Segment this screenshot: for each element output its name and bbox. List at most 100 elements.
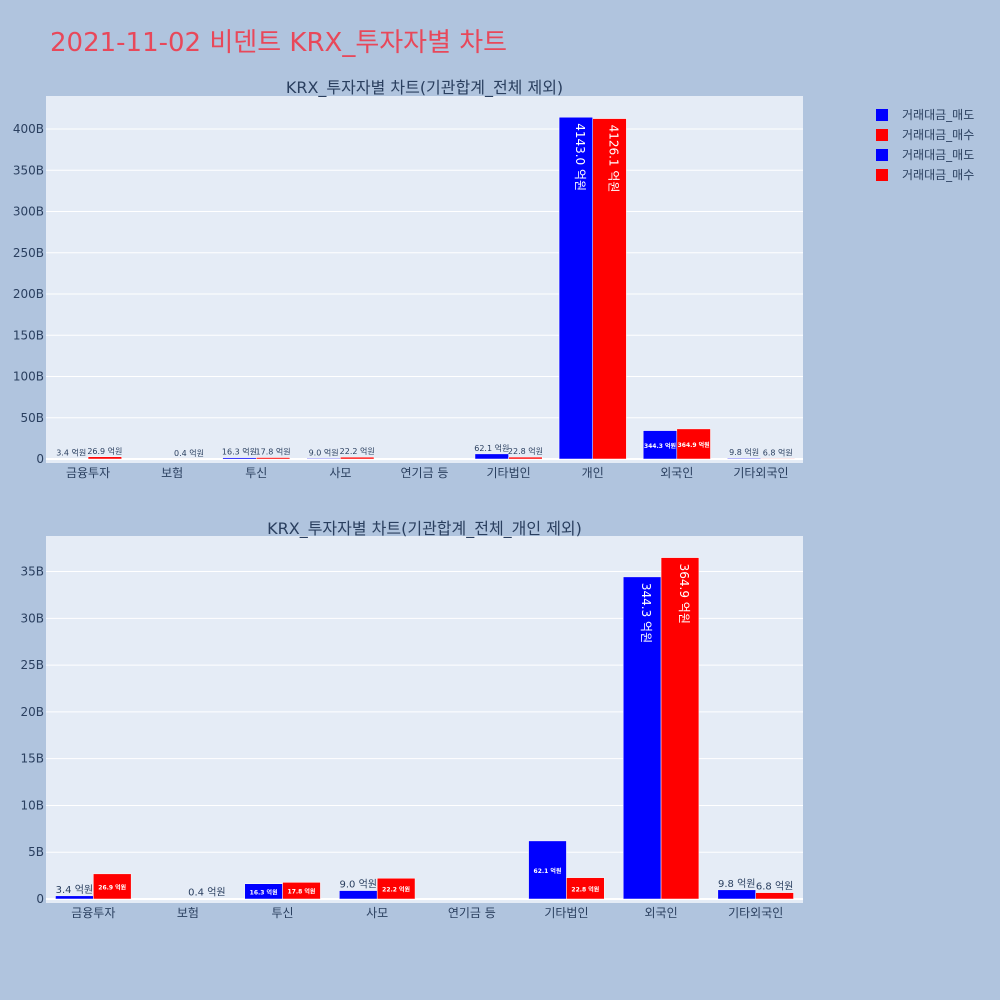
data-label: 4143.0 억원	[573, 123, 587, 191]
bar-sell	[55, 895, 94, 900]
chart-panel-2: 0 5B 10B 15B 20B 25B 30B 35B KRX_투자자별 차트(기관합계_전체…	[20, 519, 803, 920]
data-label: 9.0 억원	[340, 879, 377, 891]
chart-title: KRX_투자자별 차트(기관합계_전체 제외)	[286, 78, 563, 98]
data-label: 16.3 억원	[250, 888, 278, 896]
y-tick-label: 250B	[13, 246, 44, 260]
y-tick-label: 15B	[20, 752, 44, 766]
x-tick-label: 사모	[329, 466, 351, 480]
bar-buy	[93, 873, 132, 900]
x-tick-label: 보험	[177, 906, 199, 920]
data-label: 6.8 억원	[763, 447, 793, 457]
data-label: 62.1 억원	[534, 867, 562, 875]
legend-swatch[interactable]	[876, 169, 888, 181]
x-tick-label: 투신	[272, 906, 294, 920]
y-tick-label: 25B	[20, 658, 44, 672]
x-tick-label: 연기금 등	[448, 906, 496, 920]
bar-buy	[282, 882, 321, 900]
y-tick-label: 100B	[13, 370, 44, 384]
bar-sell	[339, 890, 378, 900]
data-label: 6.8 억원	[756, 881, 793, 893]
legend-swatch[interactable]	[876, 109, 888, 121]
y-tick-label: 0	[36, 452, 44, 466]
y-tick-label: 150B	[13, 328, 44, 342]
y-tick-label: 50B	[20, 411, 44, 425]
x-tick-label: 금융투자	[71, 906, 115, 920]
bar-buy	[87, 456, 122, 460]
page-title: 2021-11-02 비덴트 KRX_투자자별 차트	[50, 28, 508, 58]
data-label: 22.2 억원	[382, 886, 410, 894]
data-label: 16.3 억원	[222, 447, 257, 457]
bar-buy	[660, 557, 700, 900]
data-label: 17.8 억원	[288, 888, 316, 896]
bar-buy	[256, 457, 291, 460]
bar-buy	[755, 892, 794, 900]
x-tick-label: 기타외국인	[733, 466, 788, 480]
x-tick-label: 금융투자	[66, 466, 110, 480]
data-label: 4126.1 억원	[607, 125, 621, 193]
data-label: 9.8 억원	[729, 447, 759, 457]
data-label: 9.8 억원	[718, 878, 755, 890]
x-tick-label: 개인	[582, 466, 604, 480]
y-tick-label: 30B	[20, 611, 44, 625]
bar-sell	[717, 889, 756, 900]
y-tick-label: 5B	[28, 845, 44, 859]
data-label: 26.9 억원	[98, 883, 126, 891]
data-label: 17.8 억원	[256, 447, 291, 457]
bar-sell	[727, 457, 762, 460]
legend-swatch[interactable]	[876, 149, 888, 161]
x-tick-label: 연기금 등	[401, 466, 449, 480]
bar-sell	[306, 458, 341, 460]
y-tick-label: 400B	[13, 122, 44, 136]
legend-item-label[interactable]: 거래대금_매수	[902, 128, 974, 142]
x-tick-label: 기타법인	[487, 466, 531, 480]
bar-sell	[642, 430, 678, 460]
legend-item-label[interactable]: 거래대금_매도	[902, 148, 974, 162]
x-tick-label: 외국인	[645, 906, 678, 920]
y-tick-label: 0	[36, 892, 44, 906]
data-label: 0.4 억원	[188, 887, 225, 899]
x-tick-label: 기타법인	[544, 906, 588, 920]
data-label: 9.0 억원	[309, 447, 339, 457]
y-tick-label: 35B	[20, 565, 44, 579]
bar-buy	[340, 456, 375, 460]
data-label: 364.9 억원	[677, 564, 691, 624]
data-label: 26.9 억원	[87, 446, 122, 456]
bar-buy	[676, 428, 711, 460]
bar-buy	[592, 118, 627, 460]
x-tick-label: 보험	[161, 466, 183, 480]
y-tick-label: 10B	[20, 798, 44, 812]
bar-buy	[760, 458, 795, 460]
data-label: 0.4 억원	[174, 448, 204, 458]
data-label: 22.8 억원	[571, 885, 599, 893]
bar-sell	[528, 840, 567, 900]
data-label: 62.1 억원	[474, 443, 509, 453]
data-label: 22.8 억원	[508, 446, 543, 456]
legend-swatch[interactable]	[876, 129, 888, 141]
bar-buy	[566, 877, 605, 900]
bar-buy	[508, 456, 543, 460]
chart-panel-1: 0 50B 100B 150B 200B 250B 300B 350B 400B KRX_투자자별…	[13, 78, 803, 480]
x-tick-label: 기타외국인	[728, 906, 783, 920]
plot-area	[46, 96, 803, 463]
bar-sell	[622, 576, 662, 900]
y-tick-label: 350B	[13, 163, 44, 177]
x-tick-label: 투신	[245, 466, 267, 480]
bar-buy	[376, 877, 416, 900]
x-tick-label: 사모	[366, 906, 388, 920]
y-tick-label: 20B	[20, 705, 44, 719]
chart-title: KRX_투자자별 차트(기관합계_전체_개인 제외)	[267, 519, 582, 539]
bar-sell	[222, 457, 257, 460]
data-label: 22.2 억원	[340, 446, 375, 456]
data-label: 344.3 억원	[644, 442, 676, 450]
data-label: 3.4 억원	[56, 884, 93, 896]
legend-item-label[interactable]: 거래대금_매도	[902, 108, 974, 122]
y-tick-label: 300B	[13, 205, 44, 219]
data-label: 364.9 억원	[678, 441, 710, 449]
data-label: 3.4 억원	[56, 448, 86, 458]
legend-item-label[interactable]: 거래대금_매수	[902, 168, 974, 182]
x-tick-label: 외국인	[660, 466, 693, 480]
y-tick-label: 200B	[13, 287, 44, 301]
bar-sell	[558, 116, 593, 460]
